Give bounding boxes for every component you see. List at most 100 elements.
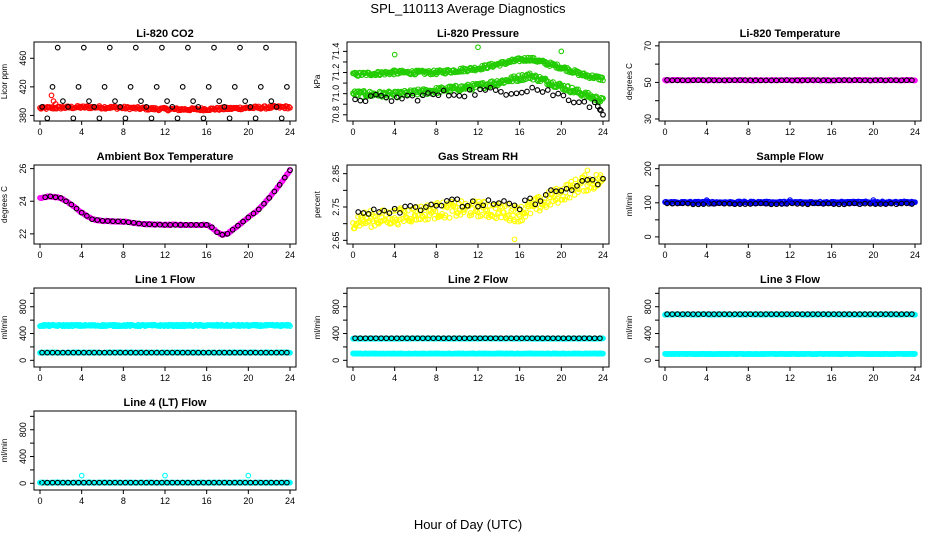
data-point xyxy=(423,204,429,210)
y-tick-label: 800 xyxy=(643,299,653,314)
data-point xyxy=(679,200,686,207)
data-point xyxy=(560,92,567,99)
data-point xyxy=(179,349,186,356)
data-point xyxy=(690,201,696,208)
data-point xyxy=(498,88,504,95)
data-point xyxy=(242,479,249,486)
data-point xyxy=(570,99,577,106)
data-point xyxy=(393,216,400,223)
data-point xyxy=(195,104,202,110)
data-point xyxy=(409,335,416,342)
data-point xyxy=(432,208,439,215)
panel-title: Gas Stream RH xyxy=(438,151,518,163)
data-point xyxy=(768,77,775,84)
data-point xyxy=(409,92,416,99)
figure-x-axis-label: Hour of Day (UTC) xyxy=(413,517,523,532)
data-point xyxy=(127,84,134,90)
data-point xyxy=(127,349,134,356)
data-point xyxy=(399,95,405,102)
data-point xyxy=(459,203,466,210)
data-point xyxy=(231,479,238,486)
data-point xyxy=(742,77,749,83)
data-point xyxy=(674,200,681,207)
data-point xyxy=(257,349,264,356)
y-tick-label: 71.2 xyxy=(331,64,341,82)
data-points xyxy=(662,311,918,358)
data-point xyxy=(120,218,127,225)
data-point xyxy=(44,479,51,486)
data-point xyxy=(179,479,186,486)
x-tick-label: 16 xyxy=(827,250,837,260)
data-point xyxy=(586,335,593,342)
data-point xyxy=(575,189,581,196)
data-point xyxy=(498,335,504,342)
data-point xyxy=(211,479,217,486)
data-point xyxy=(548,187,554,193)
series-2 xyxy=(355,175,606,217)
data-point xyxy=(815,200,821,207)
data-point xyxy=(867,200,874,207)
data-point xyxy=(370,206,377,213)
data-point xyxy=(909,201,915,207)
data-point xyxy=(836,77,842,84)
y-axis-label: degrees C xyxy=(0,186,9,223)
data-point xyxy=(912,311,918,318)
data-point xyxy=(594,103,601,110)
data-point xyxy=(430,91,437,98)
data-point xyxy=(565,97,572,104)
data-point xyxy=(825,77,832,84)
data-point xyxy=(912,350,918,357)
data-point xyxy=(451,92,457,98)
data-point xyxy=(434,200,441,206)
data-point xyxy=(747,201,754,207)
data-point xyxy=(162,472,168,479)
data-point xyxy=(572,176,579,183)
data-point xyxy=(221,104,228,110)
data-points xyxy=(37,472,293,486)
x-tick-label: 24 xyxy=(285,127,295,137)
data-point xyxy=(778,201,785,207)
series-3 xyxy=(511,167,591,243)
x-tick-label: 4 xyxy=(392,250,397,260)
data-point xyxy=(841,77,848,83)
data-point xyxy=(716,200,723,207)
x-tick-label: 8 xyxy=(746,373,751,383)
data-point xyxy=(96,115,103,121)
y-axis-label: ml/min xyxy=(0,316,9,340)
y-axis-label: kPa xyxy=(313,74,322,88)
data-points xyxy=(662,197,918,208)
data-point xyxy=(174,115,181,121)
x-tick-label: 16 xyxy=(515,127,525,137)
data-point xyxy=(425,90,431,96)
data-point xyxy=(456,92,463,99)
data-point xyxy=(597,335,603,342)
data-point xyxy=(862,77,868,84)
x-tick-label: 20 xyxy=(243,127,253,137)
data-point xyxy=(247,349,254,356)
data-point xyxy=(211,44,217,51)
data-point xyxy=(151,221,158,228)
data-point xyxy=(65,349,71,356)
data-point xyxy=(477,86,483,93)
data-point xyxy=(252,349,259,356)
data-point xyxy=(287,167,293,174)
data-point xyxy=(255,206,262,213)
data-point xyxy=(89,216,95,223)
series-2 xyxy=(664,200,915,208)
data-point xyxy=(768,201,775,208)
y-tick-label: 420 xyxy=(18,79,28,94)
data-point xyxy=(898,77,905,84)
data-point xyxy=(518,203,525,210)
data-point xyxy=(669,77,676,84)
data-point xyxy=(273,104,280,110)
data-point xyxy=(877,77,884,84)
x-tick-label: 16 xyxy=(202,250,212,260)
data-point xyxy=(397,210,403,216)
x-tick-label: 16 xyxy=(202,496,212,506)
data-point xyxy=(138,479,144,486)
series-1 xyxy=(350,54,606,84)
data-point xyxy=(273,349,280,356)
series-3 xyxy=(664,311,915,317)
data-point xyxy=(664,200,670,207)
